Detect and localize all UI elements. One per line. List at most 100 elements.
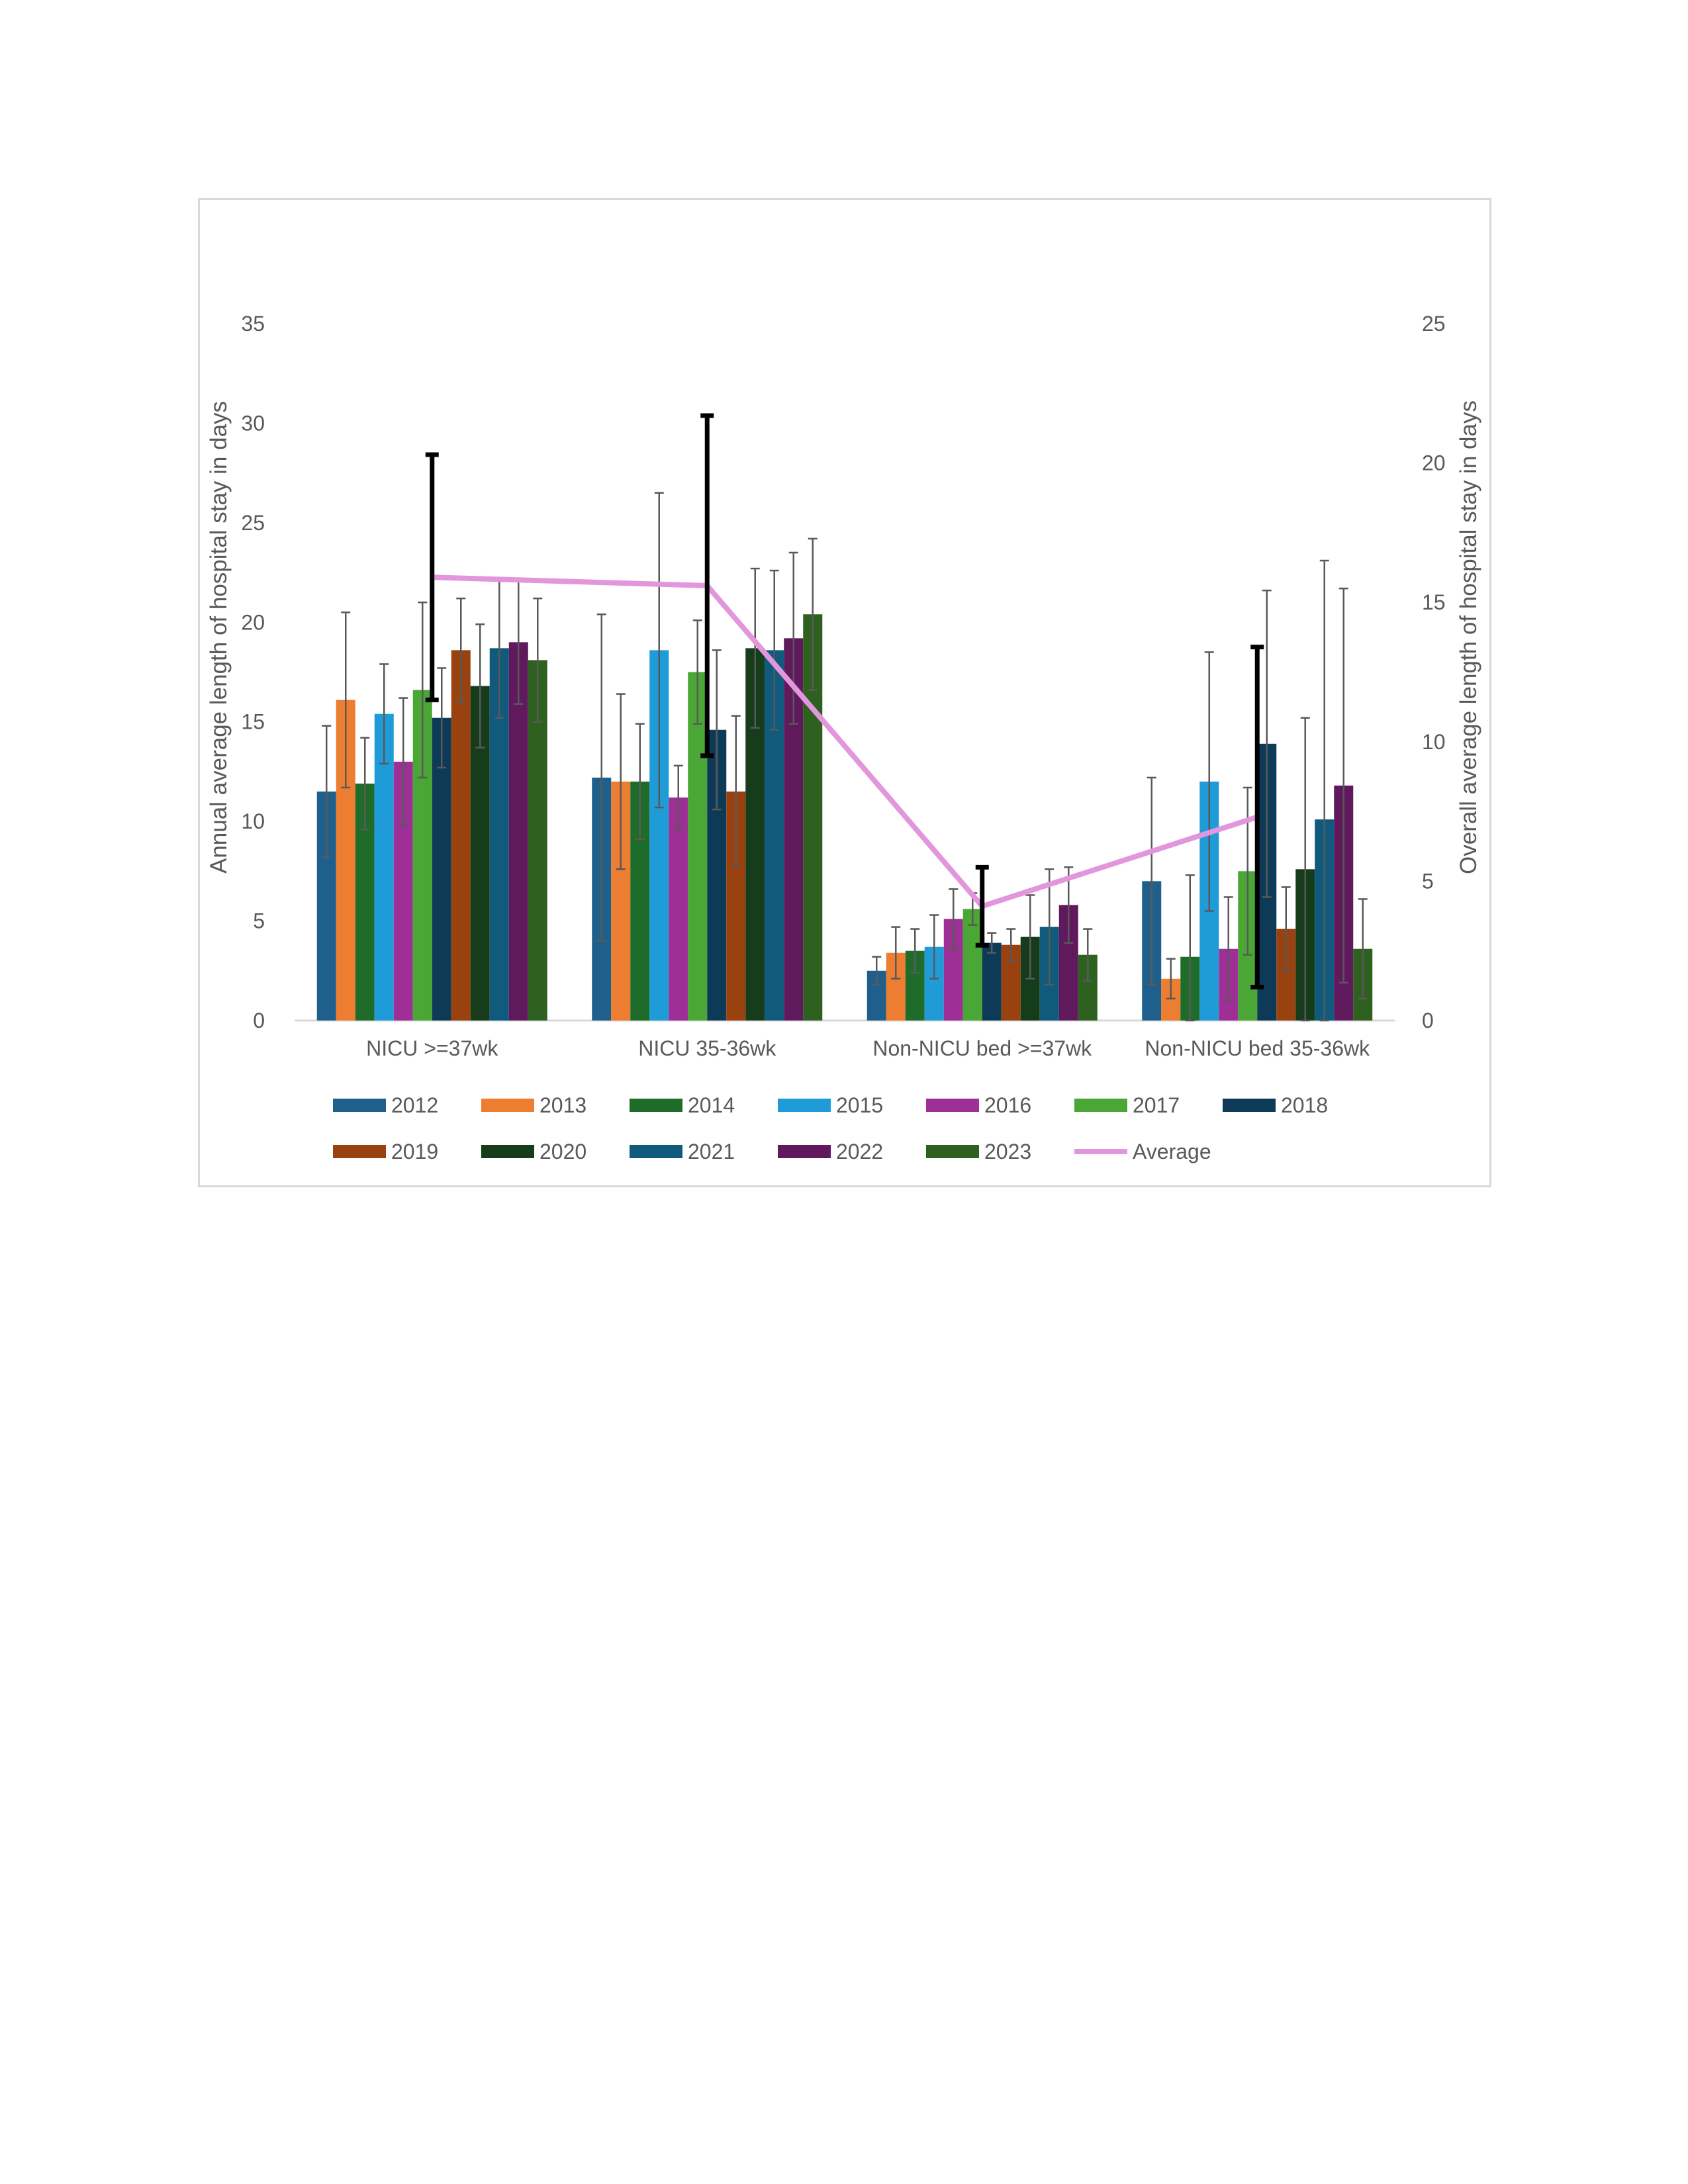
legend-label: 2012 bbox=[391, 1093, 438, 1117]
bar-error-bars-layer bbox=[322, 492, 1368, 1022]
error-bar bbox=[949, 888, 959, 950]
legend-label: 2019 bbox=[391, 1140, 438, 1163]
y2-tick-label: 0 bbox=[1422, 1009, 1434, 1032]
bar-2017-1 bbox=[688, 672, 708, 1021]
bar-2019-0 bbox=[451, 650, 471, 1021]
error-bar bbox=[1147, 776, 1156, 986]
legend-item: 2018 bbox=[1223, 1093, 1328, 1117]
error-bar bbox=[910, 928, 920, 974]
legend-label: 2021 bbox=[688, 1140, 735, 1163]
error-bar bbox=[1243, 786, 1252, 956]
error-bar bbox=[341, 611, 351, 789]
y-tick-label: 25 bbox=[241, 511, 265, 535]
legend-item: 2014 bbox=[630, 1093, 735, 1117]
y-tick-label: 35 bbox=[241, 312, 265, 336]
error-bar bbox=[1166, 958, 1176, 1000]
y-tick-label: 30 bbox=[241, 411, 265, 435]
legend: 2012 2013 2014 2015 2016 2017 2018 2019 2020 2021… bbox=[333, 1093, 1328, 1163]
error-bar bbox=[1319, 559, 1329, 1022]
error-bar bbox=[769, 569, 779, 731]
error-bar bbox=[1006, 928, 1016, 962]
average-error-bar bbox=[1250, 645, 1264, 989]
chart-svg: 0 5 10 15 20 25 30 35 0 5 10 15 20 25 Annual average… bbox=[206, 312, 1481, 1163]
error-bar bbox=[475, 623, 485, 749]
error-bar bbox=[616, 693, 626, 870]
error-bar bbox=[1223, 896, 1233, 1002]
y2-tick-label: 15 bbox=[1422, 590, 1446, 614]
legend-label: 2014 bbox=[688, 1093, 735, 1117]
legend-item: 2020 bbox=[481, 1140, 586, 1163]
y2-axis-ticks: 0 5 10 15 20 25 bbox=[1422, 312, 1446, 1032]
legend-swatch bbox=[630, 1099, 682, 1112]
error-bar bbox=[1281, 886, 1291, 972]
legend-swatch bbox=[333, 1099, 386, 1112]
y2-axis-title: Overall average length of hospital stay … bbox=[1456, 400, 1481, 874]
error-bar bbox=[418, 601, 428, 779]
legend-swatch bbox=[926, 1099, 979, 1112]
bar-2015-0 bbox=[374, 713, 394, 1021]
error-bar bbox=[1045, 868, 1055, 986]
bars-layer bbox=[316, 614, 1373, 1021]
y-axis-ticks: 0 5 10 15 20 25 30 35 bbox=[241, 312, 265, 1032]
category-label: Non-NICU bed >=37wk bbox=[872, 1036, 1092, 1060]
error-bar bbox=[1262, 589, 1272, 898]
category-label: Non-NICU bed 35-36wk bbox=[1145, 1036, 1370, 1060]
average-line bbox=[432, 574, 1258, 909]
legend-swatch bbox=[333, 1145, 386, 1158]
y-tick-label: 20 bbox=[241, 610, 265, 634]
error-bar bbox=[750, 567, 760, 729]
error-bar bbox=[399, 697, 408, 827]
legend-item: 2012 bbox=[333, 1093, 438, 1117]
bar-2022-0 bbox=[508, 642, 528, 1021]
error-bar bbox=[872, 956, 882, 986]
error-bar bbox=[891, 926, 901, 980]
legend-label: 2018 bbox=[1281, 1093, 1328, 1117]
error-bar bbox=[712, 649, 722, 811]
error-bar bbox=[437, 667, 447, 769]
legend-item: 2017 bbox=[1074, 1093, 1180, 1117]
legend-item: 2016 bbox=[926, 1093, 1031, 1117]
error-bar bbox=[1358, 898, 1368, 1000]
error-bar bbox=[673, 764, 683, 831]
error-bar bbox=[987, 932, 997, 954]
legend-label: Average bbox=[1133, 1140, 1211, 1163]
category-label: NICU >=37wk bbox=[366, 1036, 498, 1060]
legend-swatch bbox=[1223, 1099, 1276, 1112]
legend-item: Average bbox=[1074, 1140, 1211, 1163]
bar-2018-2 bbox=[982, 942, 1002, 1021]
error-bar bbox=[379, 663, 389, 765]
bar-2017-2 bbox=[962, 909, 982, 1021]
y2-tick-label: 10 bbox=[1422, 730, 1446, 754]
y2-tick-label: 25 bbox=[1422, 312, 1446, 336]
average-error-bar bbox=[700, 413, 714, 758]
legend-swatch bbox=[481, 1099, 534, 1112]
error-bar bbox=[1025, 894, 1035, 980]
bar-2016-1 bbox=[669, 797, 688, 1021]
legend-item: 2013 bbox=[481, 1093, 586, 1117]
legend-swatch bbox=[778, 1099, 831, 1112]
average-error-bar bbox=[425, 452, 439, 703]
legend-label: 2023 bbox=[984, 1140, 1031, 1163]
legend-item: 2022 bbox=[778, 1140, 883, 1163]
error-bar bbox=[788, 551, 798, 725]
error-bar bbox=[1300, 717, 1310, 1022]
error-bar bbox=[654, 492, 664, 809]
error-bar bbox=[596, 614, 606, 942]
legend-item: 2023 bbox=[926, 1140, 1031, 1163]
y-tick-label: 15 bbox=[241, 710, 265, 734]
y-axis-title: Annual average length of hospital stay i… bbox=[206, 401, 232, 874]
legend-label: 2017 bbox=[1133, 1093, 1180, 1117]
error-bar bbox=[533, 597, 543, 723]
legend-label: 2022 bbox=[836, 1140, 883, 1163]
error-bar bbox=[1185, 874, 1195, 1022]
error-bar bbox=[456, 597, 466, 703]
error-bar bbox=[1338, 587, 1348, 984]
error-bar bbox=[1083, 928, 1093, 982]
legend-label: 2020 bbox=[539, 1140, 586, 1163]
average-error-bar bbox=[975, 864, 989, 948]
error-bar bbox=[929, 914, 939, 980]
error-bar bbox=[360, 737, 370, 831]
y-tick-label: 10 bbox=[241, 809, 265, 833]
legend-label: 2013 bbox=[539, 1093, 586, 1117]
y2-tick-label: 5 bbox=[1422, 869, 1434, 893]
